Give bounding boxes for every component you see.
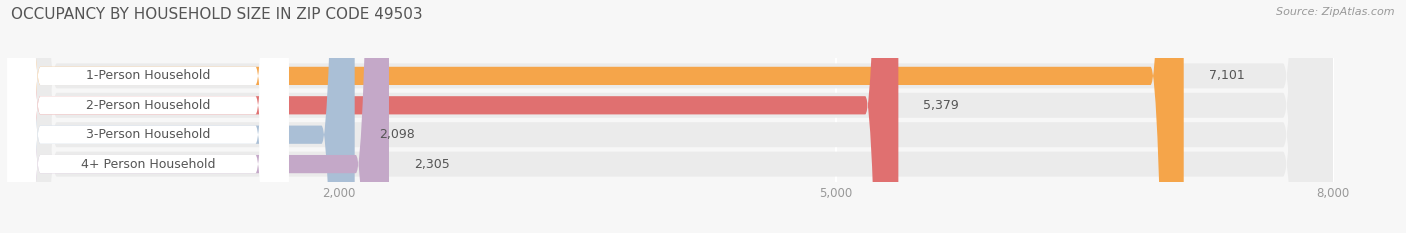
Text: OCCUPANCY BY HOUSEHOLD SIZE IN ZIP CODE 49503: OCCUPANCY BY HOUSEHOLD SIZE IN ZIP CODE … — [11, 7, 423, 22]
FancyBboxPatch shape — [7, 0, 898, 233]
FancyBboxPatch shape — [7, 0, 288, 233]
Text: 3-Person Household: 3-Person Household — [86, 128, 209, 141]
FancyBboxPatch shape — [7, 0, 1333, 233]
FancyBboxPatch shape — [7, 0, 1333, 233]
Text: 5,379: 5,379 — [924, 99, 959, 112]
FancyBboxPatch shape — [7, 0, 288, 233]
FancyBboxPatch shape — [7, 0, 1184, 233]
FancyBboxPatch shape — [7, 0, 288, 233]
Text: 2,305: 2,305 — [413, 158, 450, 171]
FancyBboxPatch shape — [7, 0, 354, 233]
FancyBboxPatch shape — [7, 0, 389, 233]
Text: 7,101: 7,101 — [1209, 69, 1244, 82]
Text: 2,098: 2,098 — [380, 128, 415, 141]
Text: 2-Person Household: 2-Person Household — [86, 99, 209, 112]
Text: Source: ZipAtlas.com: Source: ZipAtlas.com — [1277, 7, 1395, 17]
FancyBboxPatch shape — [7, 0, 288, 233]
Text: 4+ Person Household: 4+ Person Household — [80, 158, 215, 171]
Text: 1-Person Household: 1-Person Household — [86, 69, 209, 82]
FancyBboxPatch shape — [7, 0, 1333, 233]
FancyBboxPatch shape — [7, 0, 1333, 233]
